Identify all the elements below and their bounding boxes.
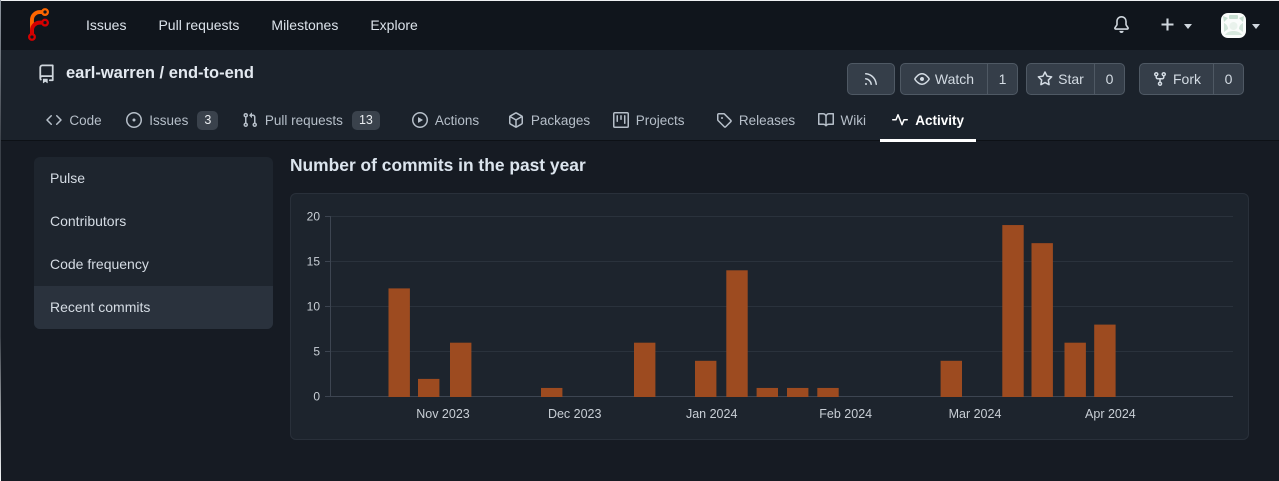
- svg-text:Dec 2023: Dec 2023: [548, 407, 602, 421]
- svg-text:20: 20: [307, 210, 321, 224]
- svg-text:Jan 2024: Jan 2024: [686, 407, 737, 421]
- svg-text:0: 0: [313, 390, 320, 404]
- svg-text:15: 15: [307, 255, 321, 269]
- svg-text:Apr 2024: Apr 2024: [1085, 407, 1136, 421]
- svg-text:Mar 2024: Mar 2024: [949, 407, 1002, 421]
- svg-text:Nov 2023: Nov 2023: [416, 407, 470, 421]
- svg-text:Feb 2024: Feb 2024: [819, 407, 872, 421]
- svg-text:10: 10: [307, 300, 321, 314]
- svg-text:5: 5: [313, 345, 320, 359]
